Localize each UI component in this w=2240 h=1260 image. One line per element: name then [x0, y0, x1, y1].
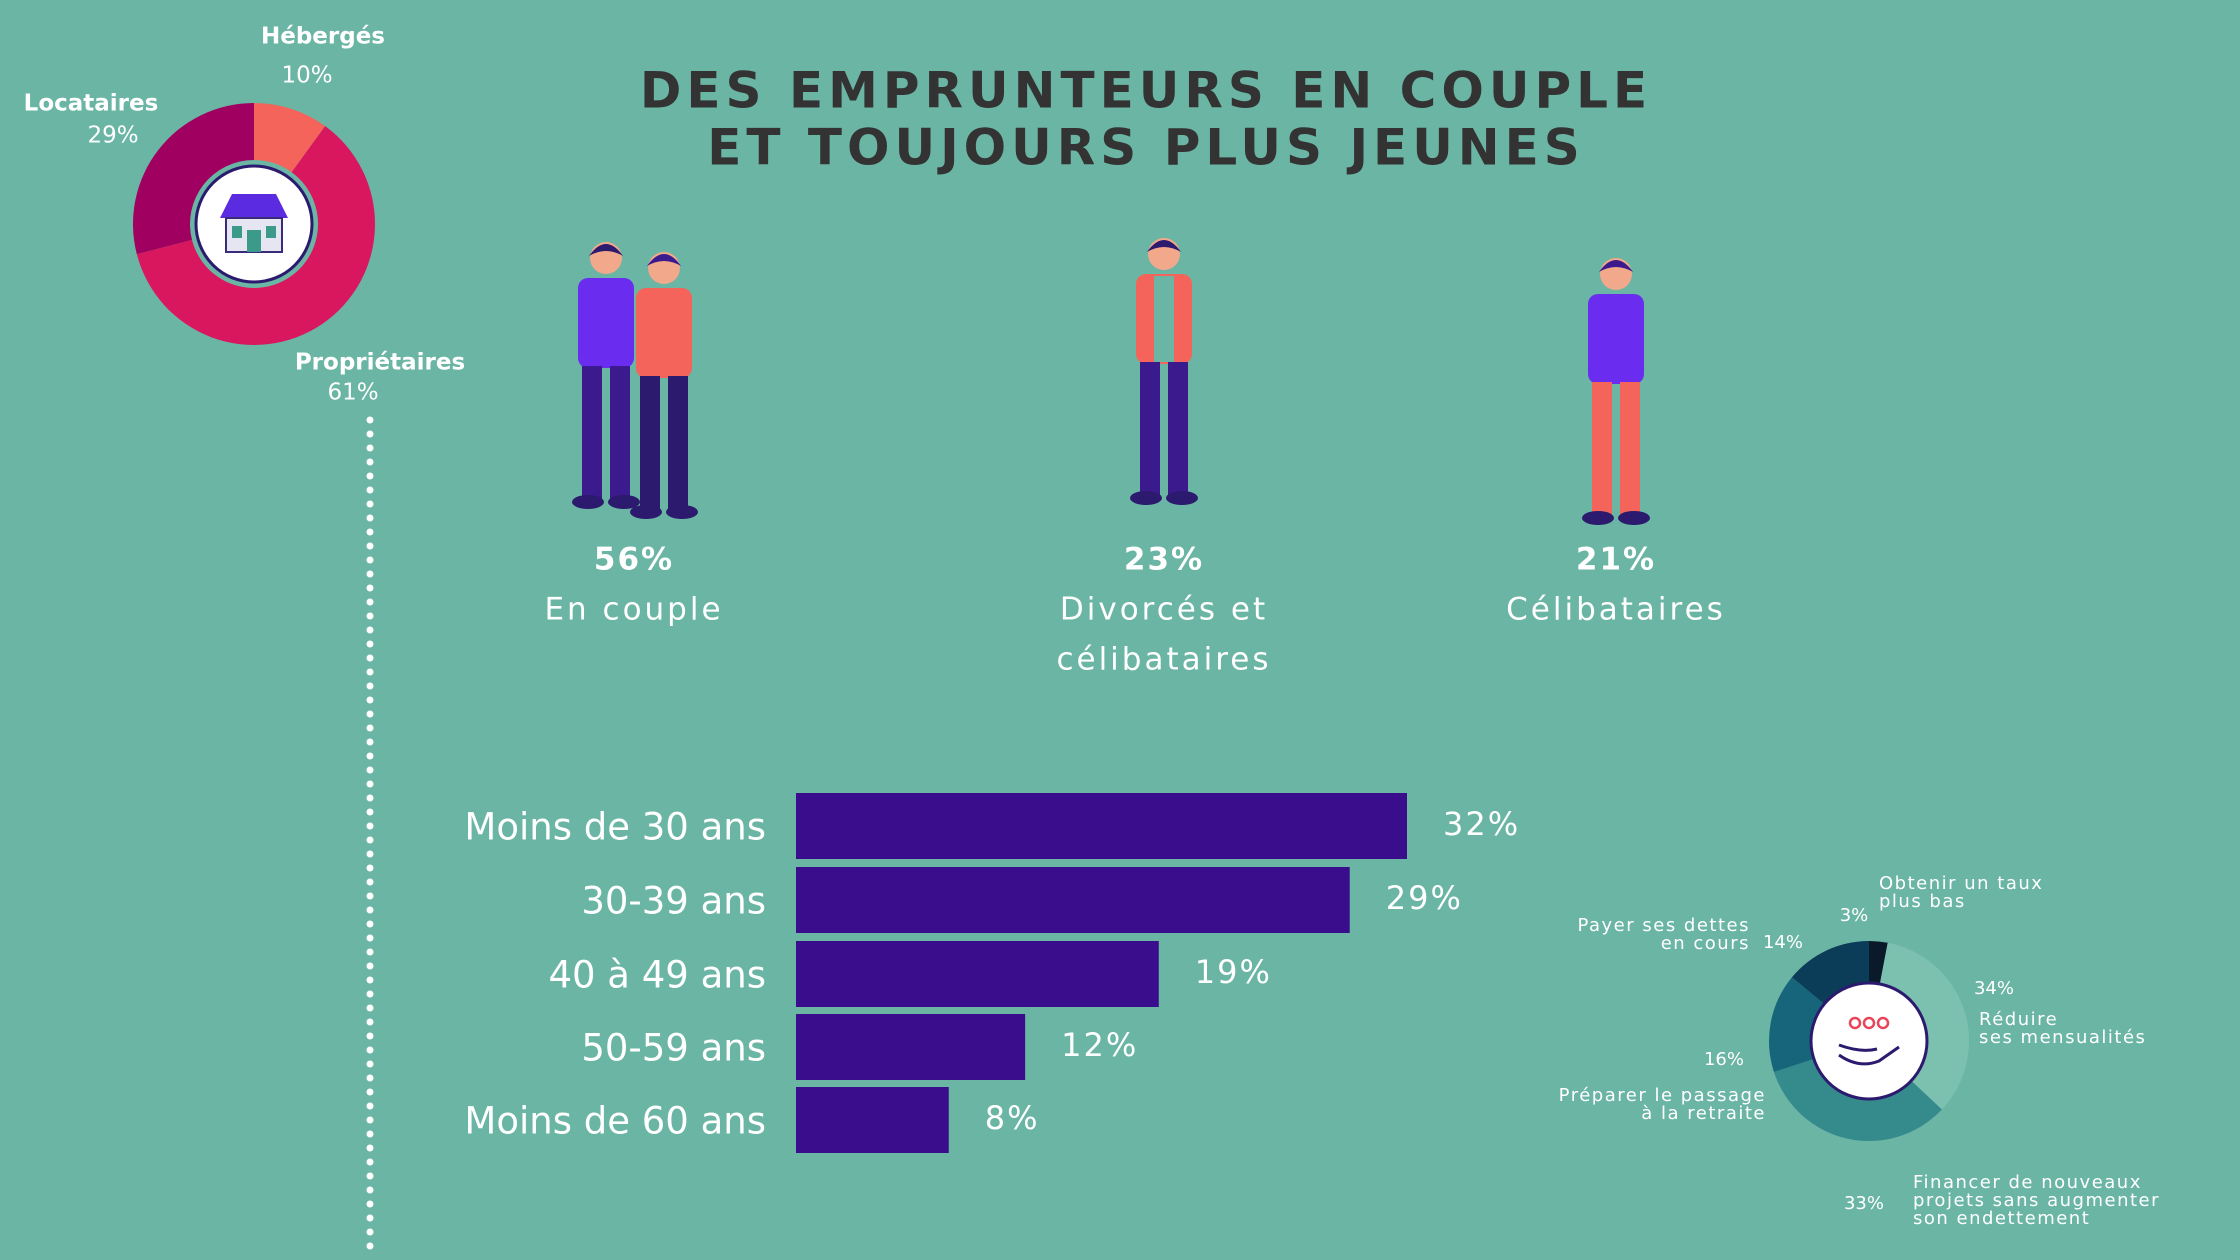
figure-hair [589, 244, 623, 256]
house-window [266, 226, 276, 238]
house-roof [220, 194, 288, 218]
figure-torso [636, 288, 692, 378]
figure-shirt [1154, 276, 1174, 362]
bar [796, 1014, 1026, 1080]
slice-label: à la retraite [1641, 1103, 1766, 1124]
figure-leg [1140, 362, 1160, 496]
bar-value-label: 29% [1386, 879, 1463, 917]
slice-value-label: 3% [1840, 905, 1869, 926]
slice-label: Locataires [24, 91, 159, 117]
figure-shoe [1166, 491, 1198, 505]
donut-slice [1869, 941, 1888, 990]
stat-label: Célibataires [1506, 592, 1726, 628]
flower-icon [1876, 1016, 1890, 1030]
slice-label: Obtenir un taux [1879, 873, 2043, 894]
figure-leg [640, 376, 660, 510]
stat-value: 23% [1124, 542, 1204, 578]
figure-shoe [1618, 511, 1650, 525]
slice-label: Financer de nouveaux [1913, 1172, 2142, 1193]
figure-shoe [1130, 491, 1162, 505]
flower-icon [1848, 1016, 1862, 1030]
bar [796, 1087, 949, 1153]
figure-torso [1588, 294, 1644, 384]
stat-value: 56% [594, 542, 674, 578]
bar-value-label: 32% [1443, 805, 1520, 843]
hand-icon [1838, 1043, 1900, 1066]
slice-label: Payer ses dettes [1577, 915, 1750, 936]
title-line: DES EMPRUNTEURS EN COUPLE [640, 62, 1652, 120]
slice-label: plus bas [1879, 891, 1966, 912]
figure-hair [1147, 240, 1181, 252]
donut-slice [136, 126, 375, 345]
bar-value-label: 19% [1195, 953, 1272, 991]
pictogram-figure [572, 242, 698, 519]
stat-label: Divorcés et [1060, 592, 1268, 628]
figure-hair [1599, 260, 1633, 272]
figure-shoe [608, 495, 640, 509]
bar-category-label: Moins de 30 ans [464, 806, 766, 849]
center-icon-disc [1809, 981, 1929, 1101]
stat-label: En couple [544, 592, 723, 628]
slice-value-label: 33% [1844, 1193, 1884, 1214]
figure-leg [582, 366, 602, 500]
slice-label: ses mensualités [1979, 1027, 2146, 1048]
bar-category-label: 50-59 ans [581, 1027, 766, 1070]
slice-label: en cours [1661, 933, 1750, 954]
slice-label: son endettement [1913, 1208, 2090, 1229]
figure-leg [668, 376, 688, 510]
donut-slice [132, 103, 254, 255]
bar [796, 941, 1159, 1007]
flower-icon [1862, 1016, 1876, 1030]
title-line: ET TOUJOURS PLUS JEUNES [707, 119, 1585, 177]
slice-label: projets sans augmenter [1913, 1190, 2160, 1211]
slice-label: Réduire [1979, 1009, 2058, 1030]
house-door [247, 230, 261, 252]
slice-value-label: 34% [1974, 978, 2014, 999]
bar-value-label: 12% [1061, 1026, 1138, 1064]
bar [796, 867, 1350, 933]
stat-label: célibataires [1056, 642, 1271, 678]
figure-shoe [666, 505, 698, 519]
slice-label: Préparer le passage [1559, 1085, 1766, 1106]
stat-value: 21% [1576, 542, 1656, 578]
figure-leg [1592, 382, 1612, 516]
figure-shoe [572, 495, 604, 509]
figure-leg [1168, 362, 1188, 496]
slice-value-label: 16% [1704, 1049, 1744, 1070]
pictogram-figure [1130, 238, 1198, 505]
slice-value-label: 14% [1763, 932, 1803, 953]
figure-hair [647, 254, 681, 266]
bar [796, 793, 1407, 859]
figure-torso [578, 278, 634, 368]
figure-shoe [630, 505, 662, 519]
slice-value-label: 29% [87, 123, 138, 149]
slice-value-label: 61% [327, 380, 378, 406]
bar-category-label: 30-39 ans [581, 880, 766, 923]
bar-category-label: 40 à 49 ans [548, 954, 766, 997]
pictogram-figure [1582, 258, 1650, 525]
bar-value-label: 8% [985, 1099, 1040, 1137]
slice-label: Propriétaires [295, 350, 465, 376]
house-window [232, 226, 242, 238]
bar-category-label: Moins de 60 ans [464, 1100, 766, 1143]
figure-leg [610, 366, 630, 500]
slice-label: Hébergés [261, 24, 385, 50]
slice-value-label: 10% [281, 63, 332, 89]
figure-shoe [1582, 511, 1614, 525]
figure-leg [1620, 382, 1640, 516]
donut-slice [254, 103, 326, 173]
